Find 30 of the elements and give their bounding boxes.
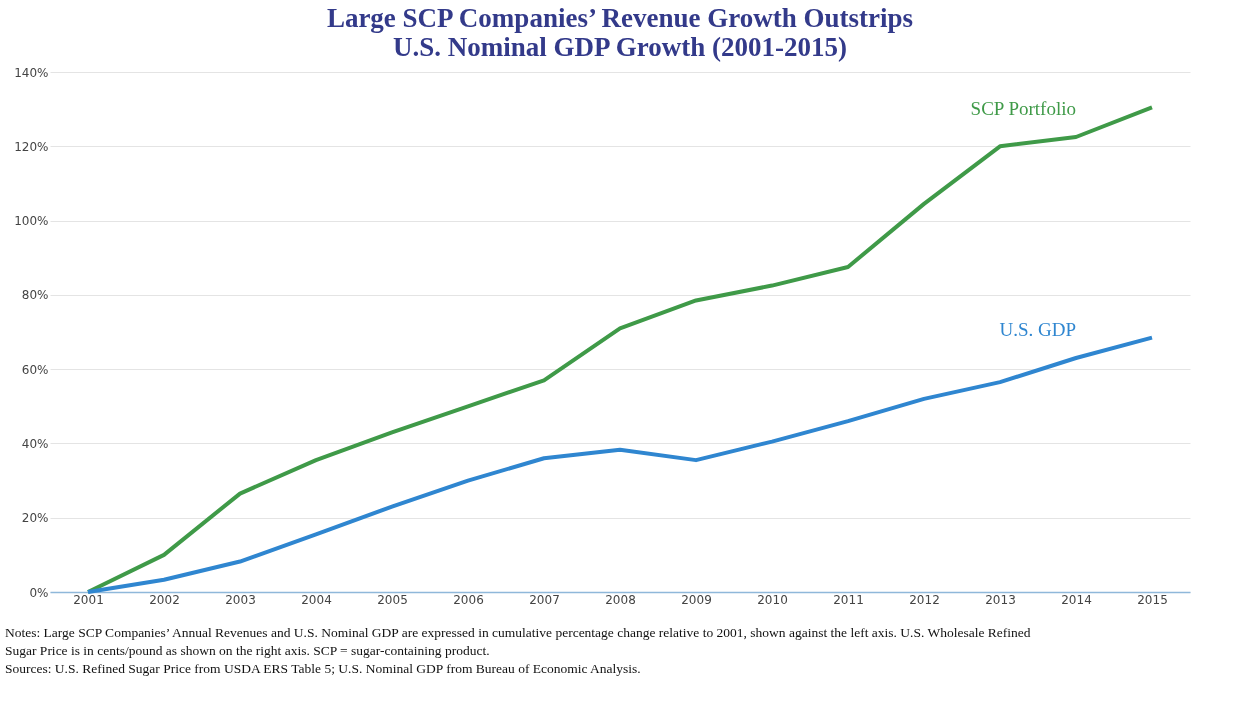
x-tick-label: 2011 — [833, 592, 864, 607]
y-tick-label: 100% — [14, 214, 49, 229]
x-tick-label: 2001 — [73, 592, 104, 607]
x-tick-label: 2013 — [985, 592, 1016, 607]
y-tick-label: 40% — [21, 436, 49, 451]
x-tick-label: 2002 — [149, 592, 180, 607]
source-note: Sources: U.S. Refined Sugar Price from USDA ERS Table 5; U.S. Nominal GDP from Bureau of Economic Analysis. — [5, 661, 641, 676]
y-tick-label: 80% — [21, 288, 49, 303]
x-tick-label: 2003 — [225, 592, 256, 607]
text: U.S. Nominal GDP Growth (2001-2015) — [392, 32, 848, 62]
x-tick-label: 2012 — [909, 592, 940, 607]
x-tick-label: 2015 — [1137, 592, 1168, 607]
text: Large SCP Companies’ Revenue Growth Outstrips — [326, 3, 914, 33]
y-tick-label: 20% — [21, 511, 49, 526]
series-label: U.S. GDP — [999, 319, 1076, 340]
line-series — [86, 335, 1154, 594]
x-tick-label: 2005 — [377, 592, 408, 607]
y-tick-label: 120% — [14, 139, 49, 154]
x-tick-label: 2010 — [757, 592, 788, 607]
x-tick-label: 2014 — [1061, 592, 1092, 607]
series-label: SCP Portfolio — [970, 98, 1076, 119]
y-tick-label: 60% — [21, 362, 49, 377]
x-tick-label: 2007 — [529, 592, 560, 607]
y-tick-label: 0% — [29, 585, 49, 600]
x-tick-label: 2008 — [605, 592, 636, 607]
x-tick-label: 2009 — [681, 592, 712, 607]
y-tick-label: 140% — [14, 65, 49, 80]
text: Notes: Large SCP Companies’ Annual Revenues and U.S. Nominal GDP are expressed in cumulative percentage change relative to 2001, shown against the left axis. U.S. Wholesale Refined Sugar Price is in cents/pound as shown on the right axis. SCP = sugar-containing product. — [5, 625, 1031, 658]
x-tick-label: 2006 — [453, 592, 484, 607]
x-tick-label: 2004 — [301, 592, 332, 607]
